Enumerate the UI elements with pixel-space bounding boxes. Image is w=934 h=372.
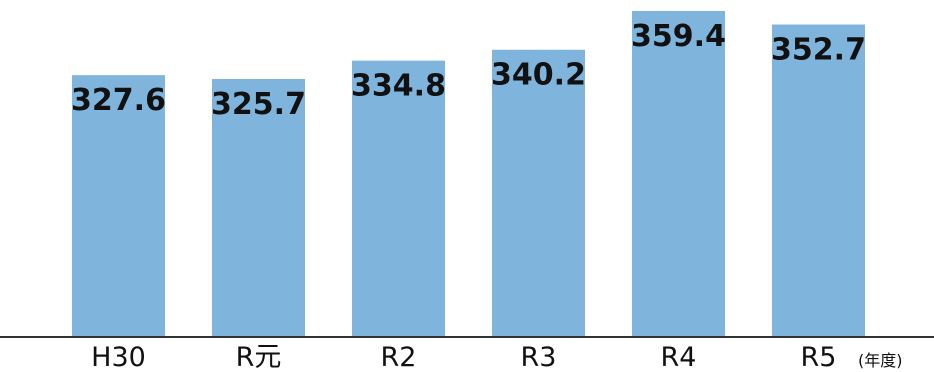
bars-group	[72, 11, 865, 338]
x-tick-label: R5	[801, 342, 837, 372]
bar-value-label: 327.6	[71, 83, 166, 118]
bar-value-label: 352.7	[771, 33, 866, 68]
bar-H30	[72, 75, 165, 338]
bar-value-label: 340.2	[491, 58, 586, 93]
x-tick-label: R元	[236, 342, 282, 372]
x-tick-label: R2	[381, 342, 417, 372]
x-tick-label: R4	[661, 342, 697, 372]
x-tick-labels-group: H30 R元 R2 R3 R4 R5	[91, 342, 836, 372]
bar-R2	[352, 60, 445, 338]
bar-value-label: 325.7	[211, 87, 306, 122]
bar-R5	[772, 24, 865, 337]
bar-R3	[492, 49, 585, 337]
value-labels-group: 327.6 325.7 334.8 340.2 359.4 352.7	[71, 19, 866, 122]
x-axis-unit-label: (年度)	[858, 351, 903, 370]
bar-value-label: 359.4	[631, 19, 726, 54]
x-tick-label: R3	[521, 342, 557, 372]
bar-R4	[632, 11, 725, 337]
x-tick-label: H30	[91, 342, 146, 372]
bar-value-label: 334.8	[351, 69, 446, 104]
bar-R元	[212, 79, 305, 337]
